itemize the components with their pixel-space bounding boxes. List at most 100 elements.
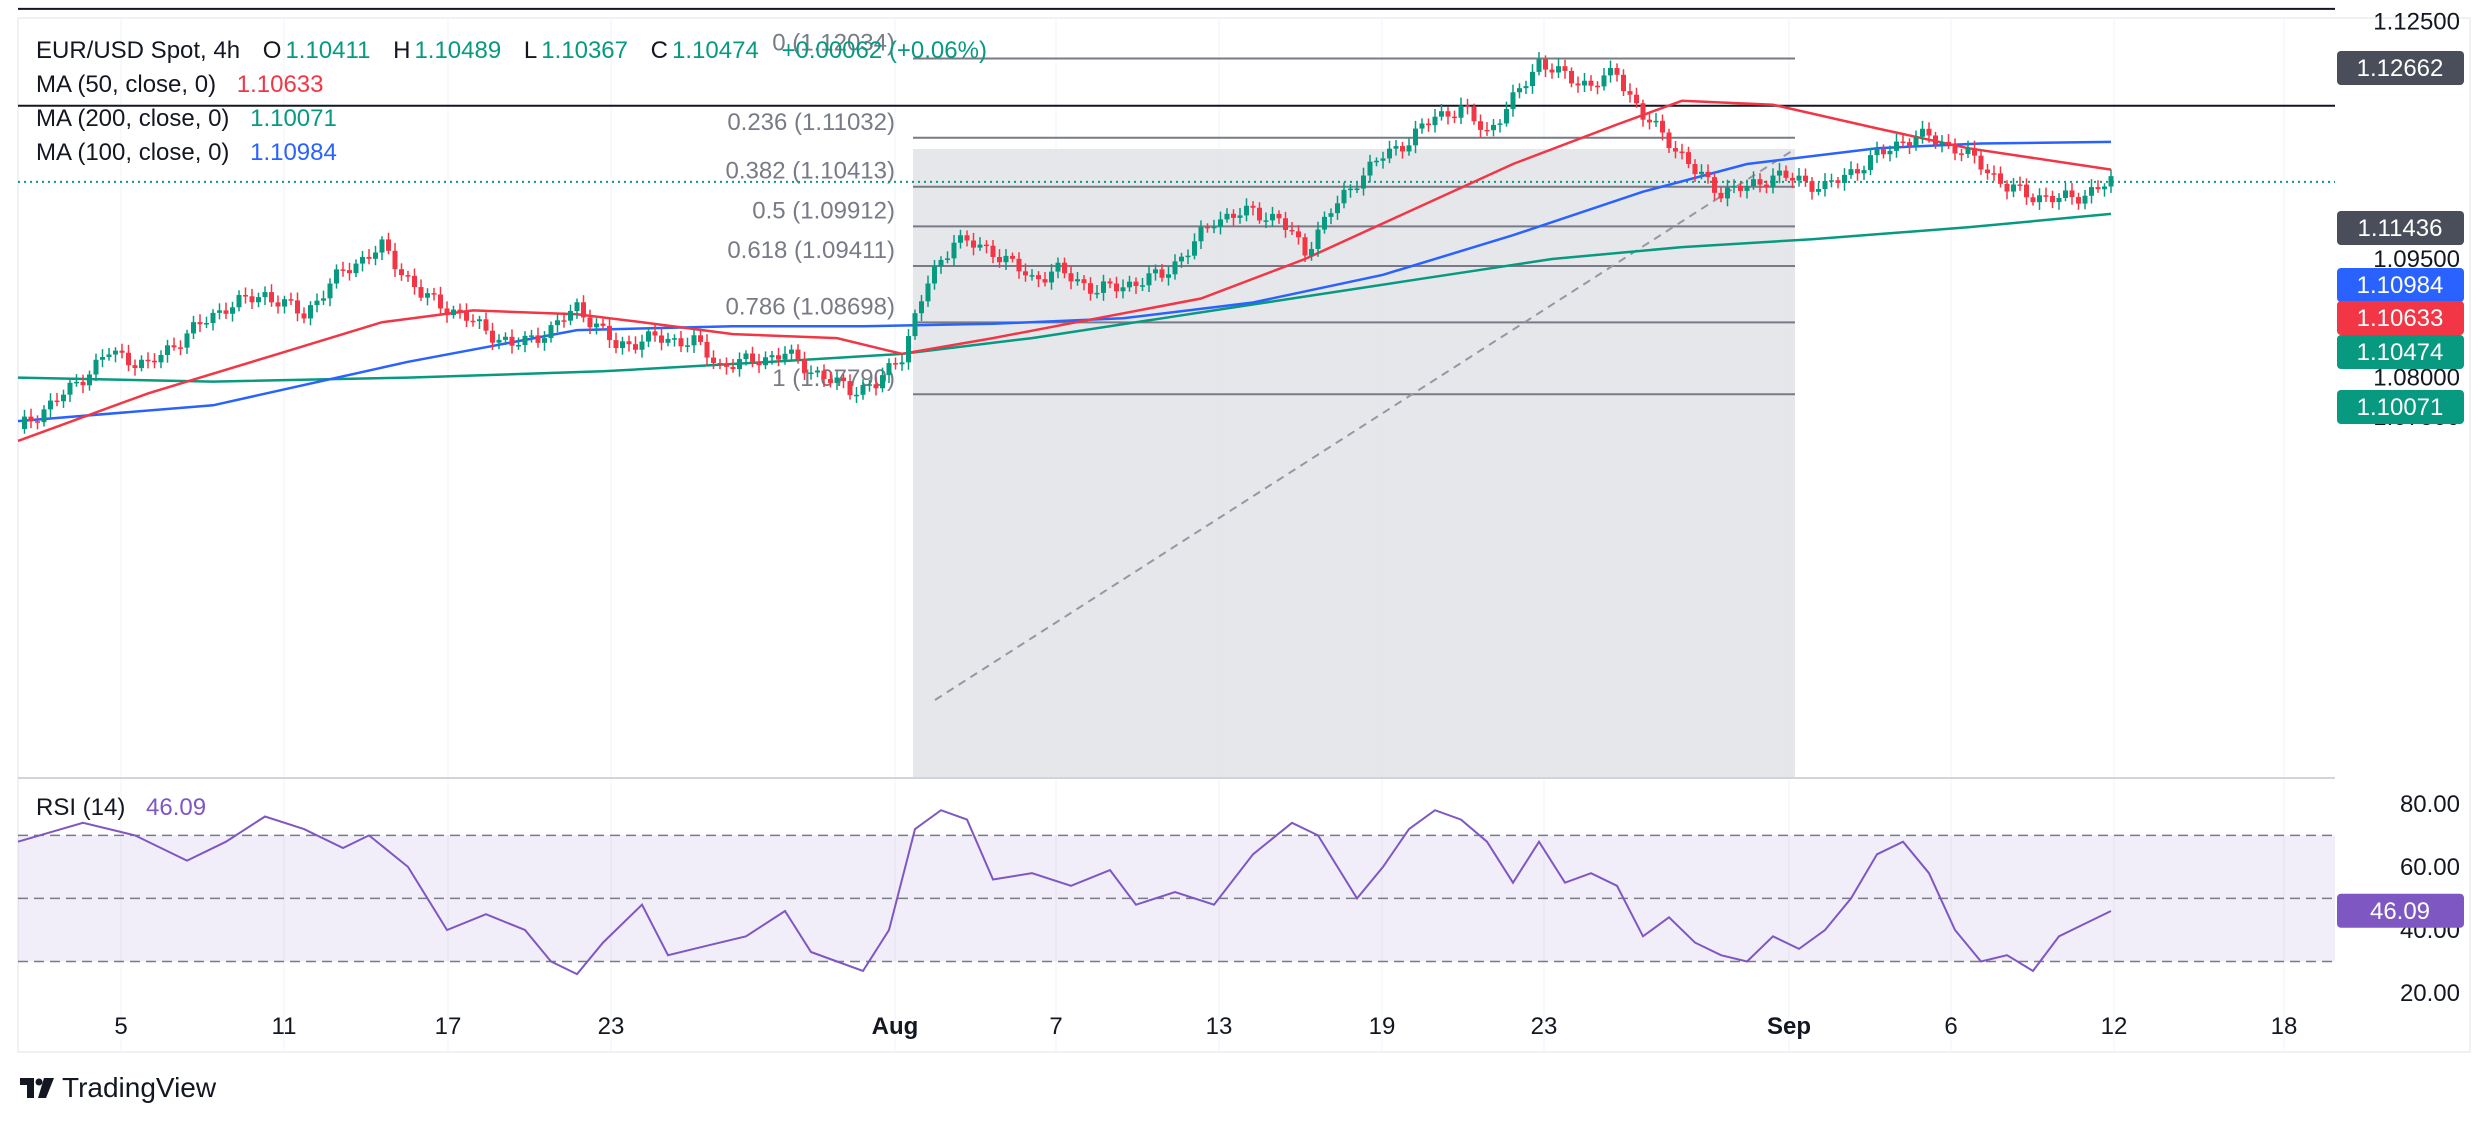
- candle-body: [431, 293, 437, 295]
- candle-body: [2004, 183, 2010, 192]
- candle-body: [1569, 70, 1574, 84]
- candles: [22, 52, 2114, 434]
- candle-body: [743, 353, 749, 360]
- candle-body: [821, 370, 827, 380]
- candle-body: [230, 307, 235, 314]
- candle-body: [1406, 145, 1412, 152]
- tradingview-logo[interactable]: TradingView: [20, 1072, 216, 1104]
- candle-body: [1835, 180, 1841, 183]
- candle-body: [1504, 109, 1509, 124]
- candle-body: [1751, 179, 1756, 187]
- price-badge: [2337, 51, 2464, 85]
- candle-body: [178, 347, 183, 349]
- candle-body: [1159, 269, 1165, 278]
- candle-body: [1029, 275, 1035, 277]
- candle-body: [1432, 116, 1438, 126]
- ma50-value: 1.10633: [236, 71, 324, 98]
- candle-body: [1185, 255, 1191, 258]
- candle-body: [1419, 123, 1425, 129]
- candle-body: [1439, 111, 1444, 117]
- ma100-legend[interactable]: MA (100, close, 0) 1.10984: [36, 139, 341, 167]
- candle-body: [698, 335, 703, 342]
- candle-body: [646, 331, 651, 342]
- candle-body: [48, 400, 53, 410]
- price-badge: [2337, 268, 2464, 302]
- rsi-legend[interactable]: RSI (14) 46.09: [36, 794, 210, 822]
- candle-body: [327, 283, 333, 299]
- candle-body: [1283, 218, 1288, 230]
- candle-body: [113, 350, 118, 355]
- candle-body: [1887, 150, 1893, 155]
- time-tick-label: 23: [1531, 1013, 1558, 1040]
- candle-body: [2024, 184, 2029, 198]
- time-tick-label: Sep: [1767, 1013, 1811, 1040]
- candle-body: [1322, 216, 1327, 230]
- candle-body: [249, 296, 255, 303]
- candle-body: [1049, 271, 1054, 283]
- candle-body: [516, 345, 521, 347]
- candle-body: [386, 239, 391, 251]
- ma100-value: 1.10984: [250, 139, 337, 166]
- candle-body: [1224, 213, 1230, 220]
- candle-body: [1907, 142, 1912, 147]
- ma50-label: MA (50, close, 0): [36, 71, 217, 98]
- candle-body: [574, 302, 580, 311]
- candle-body: [1861, 170, 1867, 174]
- candle-body: [1562, 66, 1568, 71]
- candle-body: [1172, 261, 1178, 275]
- candle-body: [2030, 197, 2036, 203]
- candle-body: [795, 349, 801, 360]
- candle-body: [1900, 141, 1906, 144]
- candle-body: [1198, 226, 1204, 242]
- ma200-label: MA (200, close, 0): [36, 105, 230, 132]
- price-badge-label: 1.10633: [2357, 305, 2444, 332]
- candle-body: [1933, 135, 1938, 145]
- price-badge-label: 1.12662: [2357, 55, 2444, 82]
- candle-body: [990, 245, 996, 257]
- candle-body: [152, 360, 157, 363]
- candle-body: [529, 335, 534, 337]
- candle-body: [1757, 179, 1763, 185]
- candle-body: [158, 354, 164, 363]
- candle-body: [1660, 120, 1665, 133]
- time-tick-label: 17: [435, 1013, 462, 1040]
- candle-body: [1341, 189, 1347, 204]
- candle-body: [314, 300, 320, 306]
- candle-body: [613, 340, 619, 349]
- open-label: O: [262, 37, 282, 64]
- candle-body: [106, 354, 112, 358]
- fibonacci-retracement: 0 (1.12034) 0.236 (1.11032) 0.382 (1.10413…: [726, 30, 1796, 701]
- rsi-value: 46.09: [146, 794, 207, 821]
- candle-body: [184, 333, 190, 348]
- candle-body: [379, 239, 385, 253]
- candle-body: [334, 269, 339, 284]
- candle-body: [730, 366, 736, 370]
- fib-label: 0.786 (1.08698): [726, 293, 895, 320]
- candle-body: [1107, 281, 1113, 284]
- candle-body: [854, 394, 859, 397]
- candle-body: [243, 295, 248, 297]
- symbol-title[interactable]: EUR/USD Spot, 4h: [36, 37, 241, 64]
- candle-body: [1608, 68, 1613, 76]
- candle-body: [1647, 119, 1652, 123]
- candle-body: [1959, 153, 1964, 155]
- candle-body: [1679, 151, 1685, 154]
- time-axis[interactable]: 5 11 17 23 Aug 7 13 19 23 Sep 6 12 18: [114, 1013, 2297, 1040]
- candle-body: [1205, 226, 1210, 229]
- candle-body: [509, 336, 515, 346]
- candle-body: [1127, 281, 1132, 288]
- candle-body: [1822, 180, 1828, 190]
- time-tick-label: 13: [1206, 1013, 1233, 1040]
- candle-body: [2102, 186, 2107, 190]
- ma200-legend[interactable]: MA (200, close, 0) 1.10071: [36, 105, 341, 133]
- candle-body: [763, 357, 768, 366]
- candle-body: [360, 256, 365, 264]
- ma50-legend[interactable]: MA (50, close, 0) 1.10633: [36, 71, 328, 99]
- candle-body: [373, 252, 378, 259]
- candle-body: [639, 341, 645, 350]
- candle-body: [1315, 229, 1321, 249]
- candle-body: [1367, 161, 1373, 176]
- candle-body: [873, 384, 879, 389]
- candle-body: [1023, 271, 1028, 276]
